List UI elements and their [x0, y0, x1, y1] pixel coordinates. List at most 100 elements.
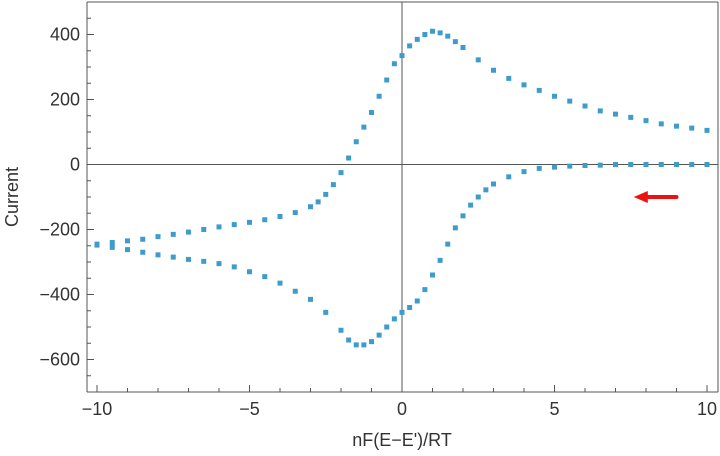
data-point-forward	[452, 39, 458, 45]
data-point-reverse	[292, 288, 298, 294]
x-axis-ticks: −10 −5 0 5 10	[82, 385, 717, 419]
y-tick-label: 200	[50, 90, 80, 110]
x-tick-label: −10	[82, 399, 113, 419]
data-point-forward	[308, 204, 313, 210]
data-point-reverse	[140, 249, 146, 255]
data-point-reverse	[643, 162, 649, 167]
data-point-reverse	[422, 287, 428, 293]
data-point-forward	[422, 32, 428, 37]
data-point-forward	[315, 199, 321, 205]
data-point-reverse	[391, 316, 397, 322]
data-point-forward	[704, 127, 710, 133]
data-point-forward	[613, 111, 618, 117]
data-point-forward	[346, 155, 352, 161]
data-point-reverse	[452, 225, 458, 231]
data-point-reverse	[369, 339, 374, 345]
data-point-forward	[376, 93, 382, 99]
data-point-reverse	[491, 181, 496, 187]
data-point-reverse	[704, 162, 710, 167]
data-point-forward	[323, 191, 329, 197]
y-tick-label: −200	[39, 220, 80, 240]
y-axis-title: Current	[2, 167, 22, 227]
data-point-reverse	[567, 163, 573, 169]
x-tick-label: 10	[697, 399, 717, 419]
data-point-forward	[567, 98, 573, 104]
data-point-reverse	[247, 269, 252, 275]
data-point-reverse	[628, 162, 634, 167]
data-point-reverse	[582, 162, 588, 168]
data-point-forward	[330, 182, 336, 188]
data-point-forward	[414, 36, 420, 42]
data-point-forward	[475, 57, 481, 63]
data-point-reverse	[468, 202, 474, 208]
data-point-reverse	[125, 247, 130, 253]
y-tick-label: 400	[50, 25, 80, 45]
data-point-forward	[674, 123, 679, 129]
data-point-forward	[338, 170, 344, 176]
data-point-forward	[262, 217, 268, 223]
data-point-forward	[491, 67, 496, 73]
data-point-forward	[582, 103, 588, 109]
data-point-forward	[521, 82, 527, 88]
data-point-reverse	[674, 162, 679, 167]
data-point-reverse	[94, 242, 100, 248]
data-point-forward	[437, 30, 443, 36]
data-point-forward	[140, 236, 146, 242]
data-point-forward	[231, 222, 237, 228]
data-point-forward	[109, 240, 115, 245]
y-tick-label: −400	[39, 285, 80, 305]
y-axis-ticks: −600 −400 −200 0 200 400	[39, 1, 94, 393]
data-point-reverse	[231, 264, 237, 270]
data-point-reverse	[308, 296, 313, 302]
data-point-reverse	[552, 164, 557, 170]
data-point-forward	[597, 108, 603, 114]
data-point-reverse	[475, 194, 481, 200]
x-tick-label: 0	[397, 399, 407, 419]
data-point-reverse	[353, 342, 359, 348]
data-point-forward	[361, 124, 367, 130]
data-point-forward	[247, 219, 252, 225]
data-point-forward	[384, 77, 390, 83]
data-point-reverse	[430, 272, 435, 278]
y-tick-label: −600	[39, 350, 80, 370]
data-point-reverse	[361, 342, 367, 348]
data-point-forward	[460, 45, 466, 50]
data-point-reverse	[460, 213, 466, 219]
data-point-reverse	[414, 298, 420, 304]
data-point-reverse	[201, 258, 207, 264]
data-point-forward	[277, 214, 283, 219]
data-point-reverse	[376, 332, 382, 338]
data-point-reverse	[437, 257, 443, 263]
data-point-reverse	[216, 261, 222, 267]
data-point-forward	[643, 118, 649, 124]
x-axis-title: nF(E−E')/RT	[352, 430, 452, 450]
scan-direction-annotation	[633, 191, 679, 203]
data-point-reverse	[346, 337, 352, 343]
data-point-forward	[552, 93, 557, 99]
data-point-forward	[216, 224, 222, 230]
data-point-forward	[170, 231, 176, 237]
data-point-reverse	[170, 254, 176, 260]
data-point-reverse	[521, 169, 527, 175]
data-point-forward	[292, 210, 298, 216]
data-point-reverse	[262, 274, 268, 280]
data-point-forward	[186, 229, 191, 235]
data-point-reverse	[186, 256, 191, 262]
data-point-reverse	[483, 187, 489, 193]
data-point-reverse	[613, 162, 618, 167]
data-point-reverse	[445, 241, 451, 247]
data-point-reverse	[536, 165, 542, 171]
data-point-forward	[506, 75, 512, 81]
data-point-reverse	[338, 327, 344, 333]
data-point-reverse	[109, 244, 115, 250]
data-point-reverse	[689, 162, 695, 167]
data-point-reverse	[277, 280, 283, 286]
data-point-forward	[430, 28, 435, 34]
data-point-forward	[353, 139, 359, 145]
data-point-forward	[689, 125, 695, 131]
data-point-forward	[155, 234, 161, 240]
data-point-reverse	[384, 324, 390, 330]
data-point-forward	[445, 33, 451, 39]
data-point-forward	[391, 61, 397, 67]
